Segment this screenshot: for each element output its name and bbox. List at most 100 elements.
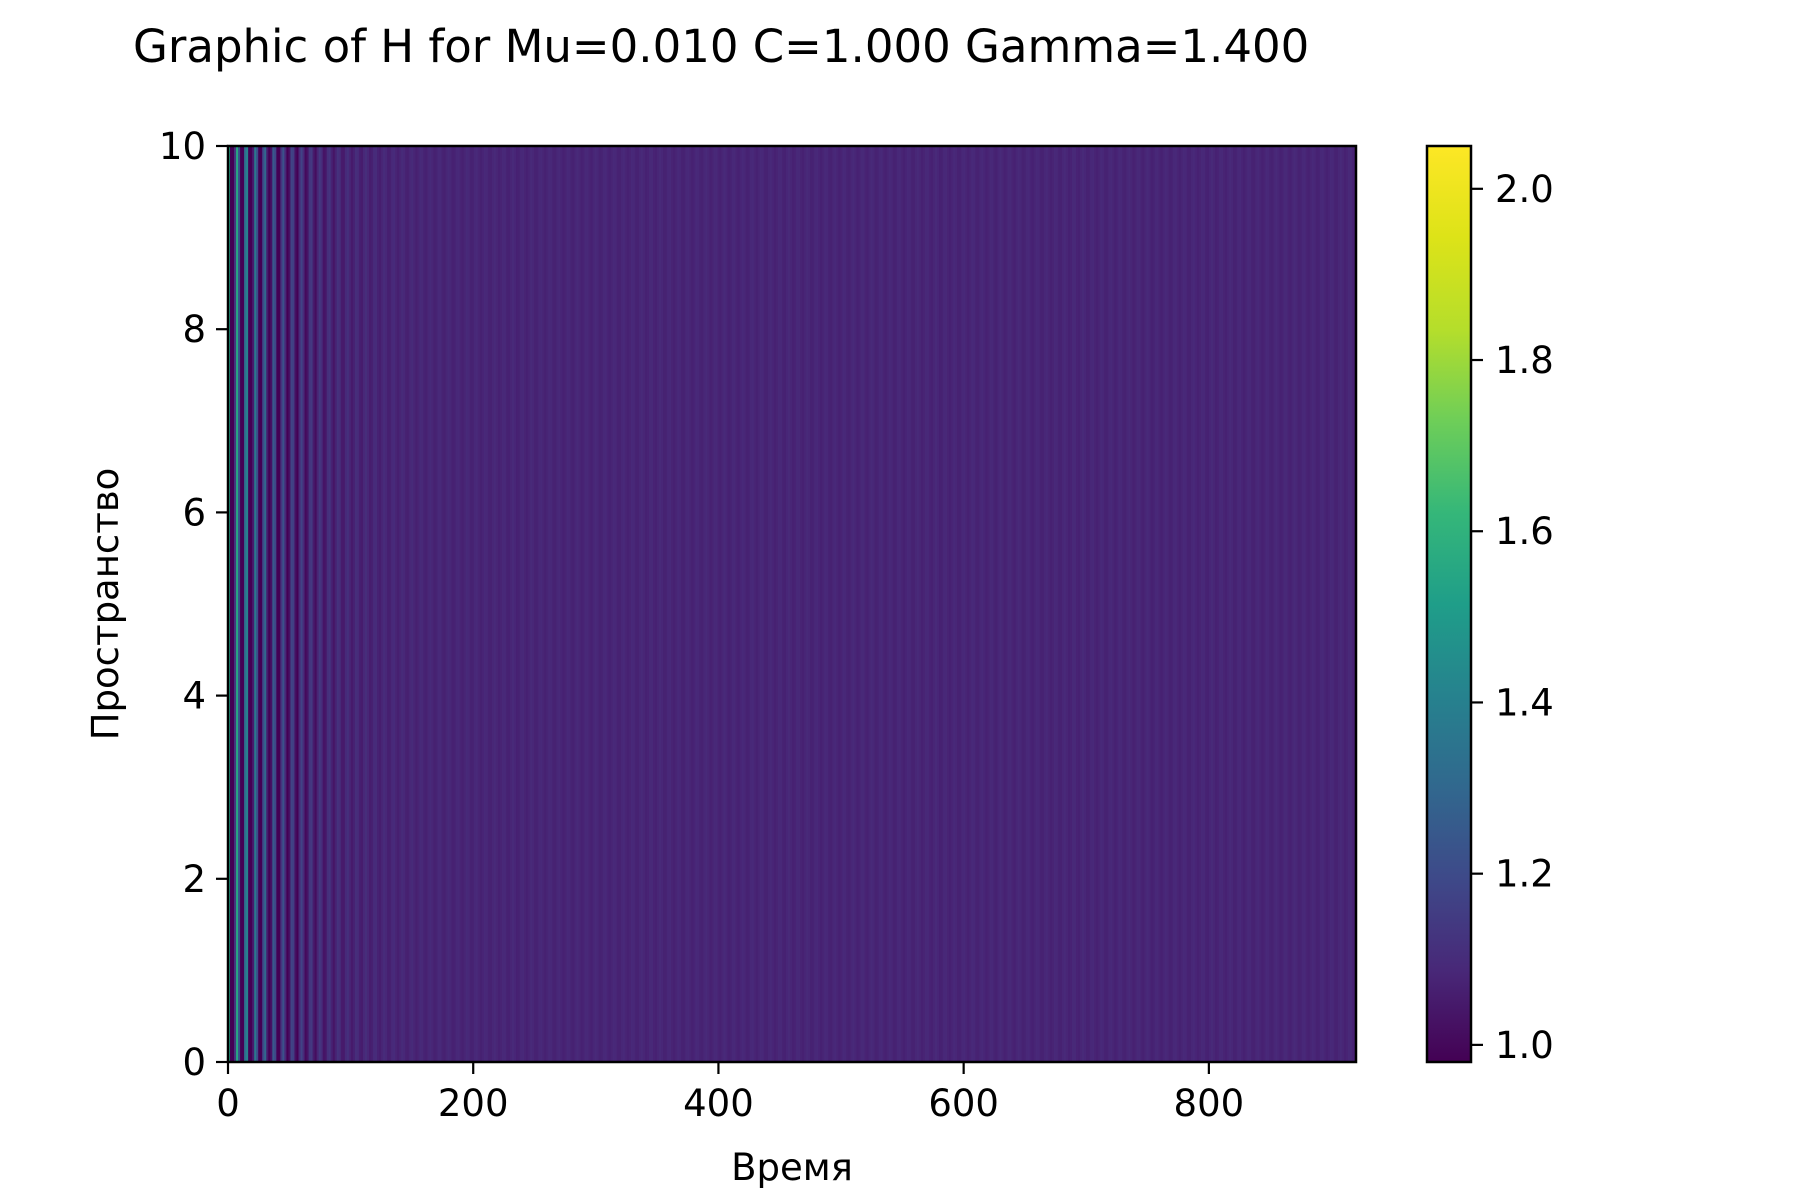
heatmap-cell [1202,146,1206,1062]
heatmap-cell [447,146,451,1062]
heatmap-cell [1053,146,1057,1062]
heatmap-cell [1156,146,1160,1062]
heatmap-cell [1263,146,1266,1062]
heatmap-cell [316,146,320,1062]
heatmap-cell [1257,146,1260,1062]
heatmap-cell [1170,146,1174,1062]
heatmap-cell [884,146,888,1062]
heatmap-cell [743,146,747,1062]
heatmap-cell [870,146,874,1062]
y-axis: 0 2 4 6 8 10 [159,125,228,1084]
heatmap-cell [1325,146,1329,1062]
heatmap-cell [703,146,706,1062]
heatmap-cell [411,146,414,1062]
heatmap-cell [421,146,424,1062]
heatmap-cell [296,146,300,1062]
heatmap-cell [961,146,964,1062]
heatmap-cell [507,146,511,1062]
heatmap-cell [550,146,553,1062]
heatmap-cell [634,146,638,1062]
heatmap-cell [868,146,872,1062]
heatmap-cell [1253,146,1256,1062]
heatmap-cell [1045,146,1049,1062]
heatmap-cell [767,146,771,1062]
heatmap-cell [890,146,894,1062]
heatmap-cell [1303,146,1307,1062]
heatmap-cell [427,146,431,1062]
heatmap-cell [1126,146,1129,1062]
heatmap-cell [1116,146,1119,1062]
heatmap-cell [1241,146,1244,1062]
heatmap-cell [721,146,725,1062]
heatmap-cell [1273,146,1277,1062]
heatmap-cell [1313,146,1317,1062]
heatmap-cell [735,146,739,1062]
heatmap-cell [632,146,636,1062]
heatmap-cell [775,146,779,1062]
heatmap-cell [1194,146,1198,1062]
heatmap-cell [1152,146,1156,1062]
heatmap-cell [602,146,606,1062]
heatmap-cell [816,146,819,1062]
heatmap-cell [640,146,644,1062]
heatmap-cell [443,146,447,1062]
heatmap-cell [437,146,441,1062]
heatmap-cell [262,146,265,1062]
heatmap-cell [1289,146,1293,1062]
heatmap-cell [1204,146,1208,1062]
heatmap-cell [644,146,648,1062]
heatmap-cell [1110,146,1113,1062]
heatmap-cell [737,146,741,1062]
heatmap-cell [830,146,833,1062]
heatmap-cell [626,146,630,1062]
heatmap-cell [693,146,696,1062]
heatmap-cell [292,146,296,1062]
heatmap-cell [1114,146,1117,1062]
heatmap-cell [330,146,334,1062]
heatmap-cell [572,146,576,1062]
heatmap-cell [1172,146,1176,1062]
heatmap-cell [912,146,916,1062]
heatmap-cell [487,146,491,1062]
heatmap-cell [1271,146,1275,1062]
heatmap-cell [949,146,952,1062]
heatmap-cell [566,146,570,1062]
heatmap-cell [505,146,509,1062]
heatmap-cell [274,146,277,1062]
heatmap-cell [677,146,680,1062]
heatmap-cell [1198,146,1202,1062]
heatmap-cell [1144,146,1148,1062]
y-tick-label: 6 [182,491,206,534]
heatmap-cell [1245,146,1248,1062]
heatmap-cell [777,146,781,1062]
heatmap-cell [1102,146,1105,1062]
heatmap-cell [306,146,310,1062]
y-tick-label: 10 [159,125,206,168]
heatmap-cell [516,146,519,1062]
heatmap-cell [920,146,924,1062]
heatmap-cell [886,146,890,1062]
heatmap-cell [354,146,358,1062]
heatmap-cell [340,146,344,1062]
heatmap-cell [1134,146,1138,1062]
heatmap-cell [534,146,537,1062]
heatmap-cell [814,146,817,1062]
heatmap-cell [822,146,825,1062]
heatmap-cell [336,146,340,1062]
heatmap-cell [562,146,565,1062]
heatmap-cell [860,146,864,1062]
heatmap-cell [1094,146,1097,1062]
heatmap-cell [568,146,572,1062]
heatmap-cell [648,146,652,1062]
heatmap-cell [1295,146,1299,1062]
heatmap-cell [503,146,507,1062]
heatmap-cell [1078,146,1081,1062]
heatmap-cell [659,146,662,1062]
heatmap-cell [1267,146,1270,1062]
heatmap-cell [1088,146,1091,1062]
heatmap-cell [264,146,267,1062]
heatmap-cell [832,146,835,1062]
heatmap-cell [935,146,938,1062]
heatmap-cell [451,146,455,1062]
heatmap-cell [1182,146,1186,1062]
